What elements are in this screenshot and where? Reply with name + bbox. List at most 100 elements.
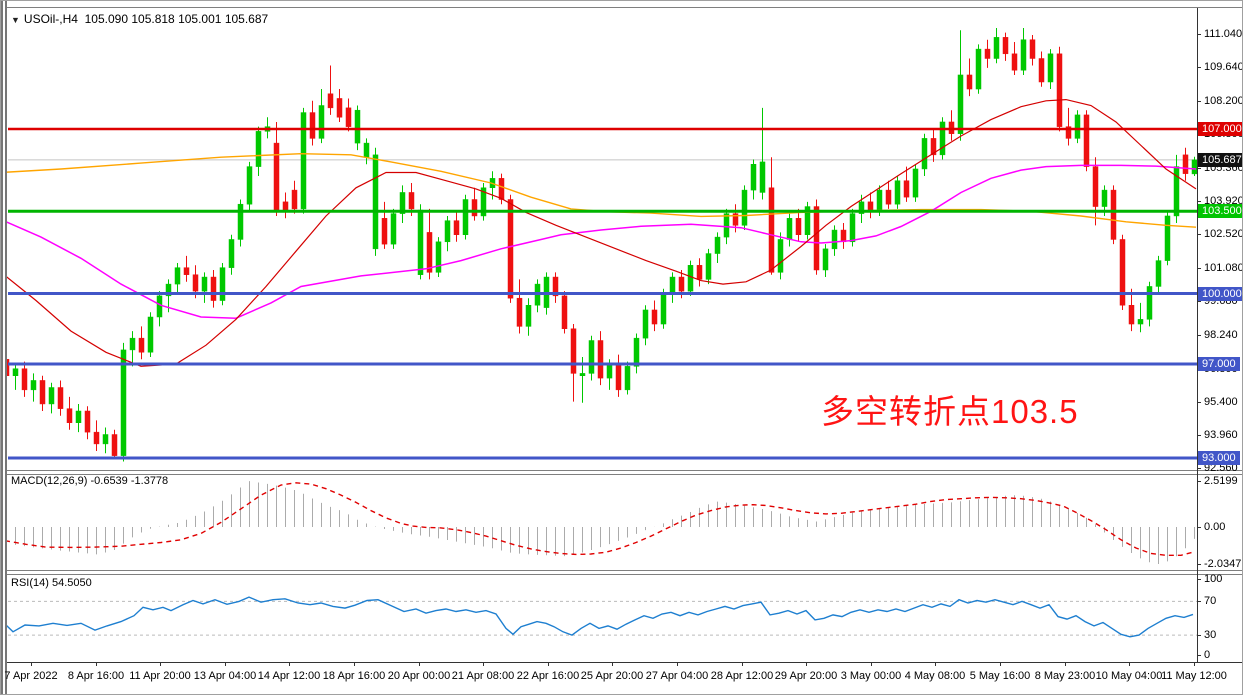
candle bbox=[336, 98, 343, 118]
candle bbox=[1074, 114, 1081, 139]
candle bbox=[705, 253, 712, 280]
main-macd-divider[interactable] bbox=[7, 470, 1242, 475]
candle bbox=[390, 213, 397, 245]
macd-tick-mark bbox=[1197, 564, 1201, 565]
macd-scale-label: -2.0347 bbox=[1204, 558, 1242, 570]
price-tick-mark bbox=[1197, 66, 1201, 68]
time-tick-label: 18 Apr 16:00 bbox=[322, 670, 386, 682]
candle bbox=[21, 368, 28, 391]
price-tick-mark bbox=[1197, 268, 1201, 270]
candle bbox=[318, 105, 325, 139]
candle bbox=[714, 236, 721, 254]
candle bbox=[426, 232, 433, 273]
candle bbox=[741, 189, 748, 226]
price-tick-label: 92.560 bbox=[1204, 462, 1238, 475]
candle bbox=[993, 37, 1000, 59]
rsi-tick-mark bbox=[1197, 655, 1201, 656]
price-level-badge: 93.000 bbox=[1198, 451, 1240, 465]
rsi-scale-label: 0 bbox=[1204, 649, 1211, 661]
rsi-scale-label: 100 bbox=[1204, 573, 1223, 585]
candle bbox=[552, 276, 559, 297]
price-level-badge: 100.000 bbox=[1198, 286, 1242, 301]
candle bbox=[237, 203, 244, 240]
candle bbox=[1110, 189, 1117, 240]
candle bbox=[363, 142, 370, 158]
candle bbox=[579, 373, 586, 376]
time-tick-mark bbox=[871, 662, 872, 666]
candle bbox=[354, 109, 361, 144]
collapse-triangle-icon[interactable]: ▼ bbox=[11, 15, 20, 25]
candle bbox=[183, 267, 190, 275]
candle bbox=[1119, 239, 1126, 306]
candle bbox=[1182, 154, 1189, 174]
macd-scale-label: 0.00 bbox=[1204, 521, 1226, 533]
time-tick-mark bbox=[1194, 662, 1195, 666]
candle bbox=[1029, 39, 1036, 59]
candle bbox=[1020, 39, 1027, 71]
candle bbox=[588, 340, 595, 374]
candle bbox=[471, 199, 478, 217]
candle bbox=[984, 48, 991, 59]
candle bbox=[66, 408, 73, 423]
candle bbox=[1056, 53, 1063, 127]
time-tick-mark bbox=[677, 662, 678, 666]
time-tick-label: 3 May 00:00 bbox=[840, 670, 902, 682]
low-value: 105.001 bbox=[178, 12, 222, 26]
price-level-badge: 103.500 bbox=[1198, 204, 1242, 219]
candle bbox=[327, 93, 334, 109]
candle bbox=[246, 166, 253, 205]
candle bbox=[147, 316, 154, 353]
candle bbox=[417, 209, 424, 275]
time-tick-mark bbox=[1065, 662, 1066, 666]
time-tick-mark bbox=[160, 662, 161, 666]
candle bbox=[507, 199, 514, 299]
macd-scale-label: 2.5199 bbox=[1204, 475, 1238, 487]
time-tick-mark bbox=[1000, 662, 1001, 666]
candle bbox=[255, 131, 262, 167]
price-level-badge: 107.000 bbox=[1198, 122, 1242, 136]
candle bbox=[903, 180, 910, 198]
candle bbox=[1083, 114, 1090, 167]
macd-rsi-divider[interactable] bbox=[7, 570, 1242, 575]
macd-histogram bbox=[6, 481, 1195, 565]
candle bbox=[1092, 166, 1099, 207]
price-tick-label: 102.520 bbox=[1204, 228, 1243, 241]
candle bbox=[561, 295, 568, 330]
rsi-tick-mark bbox=[1197, 601, 1201, 603]
candle bbox=[480, 187, 487, 217]
time-tick-label: 10 May 04:00 bbox=[1095, 670, 1163, 682]
price-tick-mark bbox=[1197, 334, 1201, 336]
candle bbox=[498, 178, 505, 200]
candle bbox=[525, 305, 532, 327]
candle bbox=[939, 121, 946, 156]
time-tick-mark bbox=[483, 662, 484, 666]
candle bbox=[894, 180, 901, 205]
price-tick-mark bbox=[1197, 301, 1201, 303]
time-tick-label: 8 May 23:00 bbox=[1034, 670, 1096, 682]
price-tick-label: 93.960 bbox=[1204, 429, 1238, 442]
candle bbox=[345, 107, 352, 127]
candle bbox=[570, 328, 577, 374]
candle bbox=[93, 431, 100, 445]
candle bbox=[723, 213, 730, 238]
candle bbox=[399, 192, 406, 214]
rsi-scale-label: 30 bbox=[1204, 629, 1217, 642]
time-tick-mark bbox=[742, 662, 743, 666]
candle bbox=[831, 229, 838, 250]
time-tick-label: 8 Apr 16:00 bbox=[67, 670, 125, 682]
candle bbox=[228, 239, 235, 268]
candle bbox=[30, 380, 37, 391]
candle bbox=[678, 276, 685, 292]
time-tick-label: 14 Apr 12:00 bbox=[257, 670, 321, 682]
candle bbox=[129, 337, 136, 351]
symbol-header[interactable]: ▼ USOil-,H4 105.090 105.818 105.001 105.6… bbox=[11, 12, 268, 26]
candle bbox=[858, 201, 865, 214]
time-tick-mark bbox=[419, 662, 420, 666]
macd-tick-mark bbox=[1197, 481, 1201, 482]
ma-slow-orange-line bbox=[1, 152, 1197, 228]
macd-tick-mark bbox=[1197, 527, 1201, 528]
time-tick-label: 11 May 12:00 bbox=[1161, 670, 1227, 682]
close-value: 105.687 bbox=[224, 12, 269, 26]
